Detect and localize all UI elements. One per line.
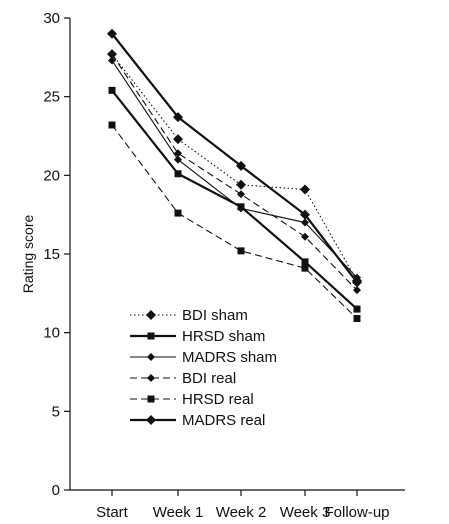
series-line (111, 60, 358, 278)
data-point (300, 209, 310, 220)
data-point (300, 184, 310, 195)
legend-label: HRSD sham (182, 328, 265, 345)
legend-marker (147, 332, 155, 340)
legend-item: MADRS sham (130, 349, 277, 366)
x-tick-label: Follow-up (324, 504, 389, 521)
legend-label: MADRS real (182, 412, 265, 429)
y-tick-label: 15 (43, 246, 60, 263)
data-point (108, 50, 116, 59)
legend-marker (147, 374, 155, 382)
data-point (236, 160, 246, 171)
y-tick-label: 30 (43, 10, 60, 27)
chart-legend: BDI sham HRSD sham MADRS sham BDI real HRSD … (130, 307, 277, 429)
legend-item: BDI real (130, 370, 236, 387)
series-bdi-sham (107, 49, 362, 286)
series-line (111, 53, 358, 291)
chart-axes: 0 5 10 15 20 25 30 Start Week 1 Week 2 Week 3Follo… (43, 10, 405, 521)
series-bdi-real (108, 50, 361, 295)
y-axis-label: Rating score (20, 214, 36, 293)
legend-label: MADRS sham (182, 349, 277, 366)
legend-marker (147, 353, 155, 361)
series-line (111, 33, 358, 283)
legend-item: HRSD real (130, 391, 254, 408)
data-point (301, 264, 309, 272)
y-tick-label: 5 (52, 403, 60, 420)
data-point (237, 204, 245, 213)
y-tick-label: 25 (43, 89, 60, 106)
legend-item: HRSD sham (130, 328, 265, 345)
data-point (174, 170, 182, 178)
data-point (353, 286, 361, 295)
data-point (108, 56, 116, 65)
data-point (353, 315, 361, 323)
data-point (352, 277, 362, 288)
data-point (108, 86, 116, 94)
series-hrsd-real (108, 121, 361, 323)
data-point (173, 112, 183, 123)
data-point (301, 232, 309, 241)
data-point (174, 155, 182, 164)
data-point (108, 121, 116, 129)
legend-label: BDI sham (182, 307, 248, 324)
series-line (111, 124, 358, 319)
x-tick-label: Week 1 (153, 504, 204, 521)
series-madrs-sham (108, 56, 361, 282)
series-madrs-real (107, 28, 362, 288)
series-line (111, 89, 358, 310)
x-tick-label: Week 2 (216, 504, 267, 521)
data-point (174, 209, 182, 217)
legend-label: HRSD real (182, 391, 254, 408)
y-tick-label: 20 (43, 167, 60, 184)
data-point (107, 28, 117, 39)
legend-marker (147, 395, 155, 403)
data-point (237, 190, 245, 199)
legend-marker (146, 310, 156, 320)
data-point (236, 179, 246, 190)
series-hrsd-sham (108, 86, 361, 313)
data-point (301, 258, 309, 266)
legend-item: MADRS real (130, 412, 265, 429)
data-point (173, 134, 183, 145)
legend-item: BDI sham (130, 307, 248, 324)
legend-marker (146, 415, 156, 425)
chart-series (107, 28, 362, 323)
data-point (301, 218, 309, 227)
x-tick-label: Week 3 (280, 504, 331, 521)
data-point (174, 149, 182, 158)
y-tick-label: 10 (43, 325, 60, 342)
data-point (237, 247, 245, 255)
legend-label: BDI real (182, 370, 236, 387)
y-tick-label: 0 (52, 482, 60, 499)
data-point (353, 305, 361, 313)
x-tick-label: Start (96, 504, 129, 521)
series-line (111, 53, 358, 282)
